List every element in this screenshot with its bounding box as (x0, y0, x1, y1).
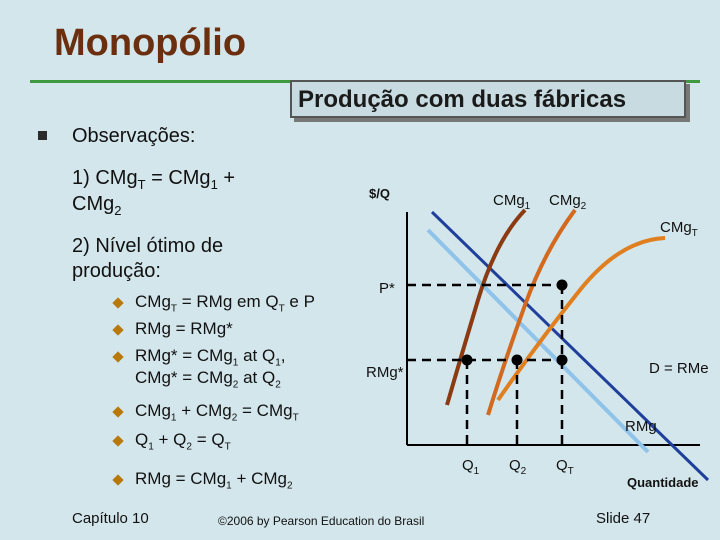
item-1-line-2: CMg2 (72, 193, 122, 218)
qt-label: QT (556, 457, 574, 477)
slide-title: Monopólio (54, 22, 247, 64)
cmg2-curve (486, 208, 577, 416)
bullet-1: CMgT = RMg em QT e P (135, 292, 315, 315)
marginal-revenue-curve (426, 228, 650, 454)
cmg1-label: CMg1 (493, 192, 531, 212)
q1-label: Q1 (462, 457, 480, 477)
bullet-square-icon (38, 131, 47, 140)
observations-heading: Observações: (72, 125, 196, 147)
slide-subtitle: Produção com duas fábricas (298, 86, 627, 113)
p-star-label: P* (379, 280, 395, 297)
bullet-3-line-1: RMg* = CMg1 at Q1, (135, 346, 286, 369)
q2-label: Q2 (509, 457, 527, 477)
demand-label: D = RMe (649, 360, 709, 377)
item-2-line-1: 2) Nível ótimo de (72, 235, 224, 257)
bullet-4: CMg1 + CMg2 = CMgT (135, 401, 299, 424)
rmg-label: RMg (625, 418, 657, 435)
plant-2-point (511, 354, 523, 366)
rmg-star-label: RMg* (366, 364, 404, 381)
demand-curve (430, 210, 710, 482)
cmg1-curve (445, 208, 527, 406)
footer-chapter: Capítulo 10 (72, 510, 149, 527)
subtitle-box (290, 80, 686, 118)
item-1-line-1: 1) CMgT = CMg1 + (72, 167, 236, 192)
y-axis-label: $/Q (369, 186, 390, 201)
cmg2-label: CMg2 (549, 192, 587, 212)
bullet-5: Q1 + Q2 = QT (135, 430, 231, 453)
footer-slide-number: Slide 47 (596, 510, 651, 527)
monopoly-price-point (556, 279, 568, 291)
plant-1-point (461, 354, 473, 366)
bullet-2: RMg = RMg* (135, 319, 233, 338)
bullet-6: RMg = CMg1 + CMg2 (135, 469, 293, 492)
cmgt-curve (496, 236, 666, 402)
total-point (556, 354, 568, 366)
x-axis-label: Quantidade (627, 475, 699, 490)
cmgt-label: CMgT (660, 219, 698, 239)
footer-copyright: ©2006 by Pearson Education do Brasil (218, 514, 425, 528)
bullet-3-line-2: CMg* = CMg2 at Q2 (135, 368, 281, 391)
item-2-line-2: produção: (72, 260, 161, 282)
